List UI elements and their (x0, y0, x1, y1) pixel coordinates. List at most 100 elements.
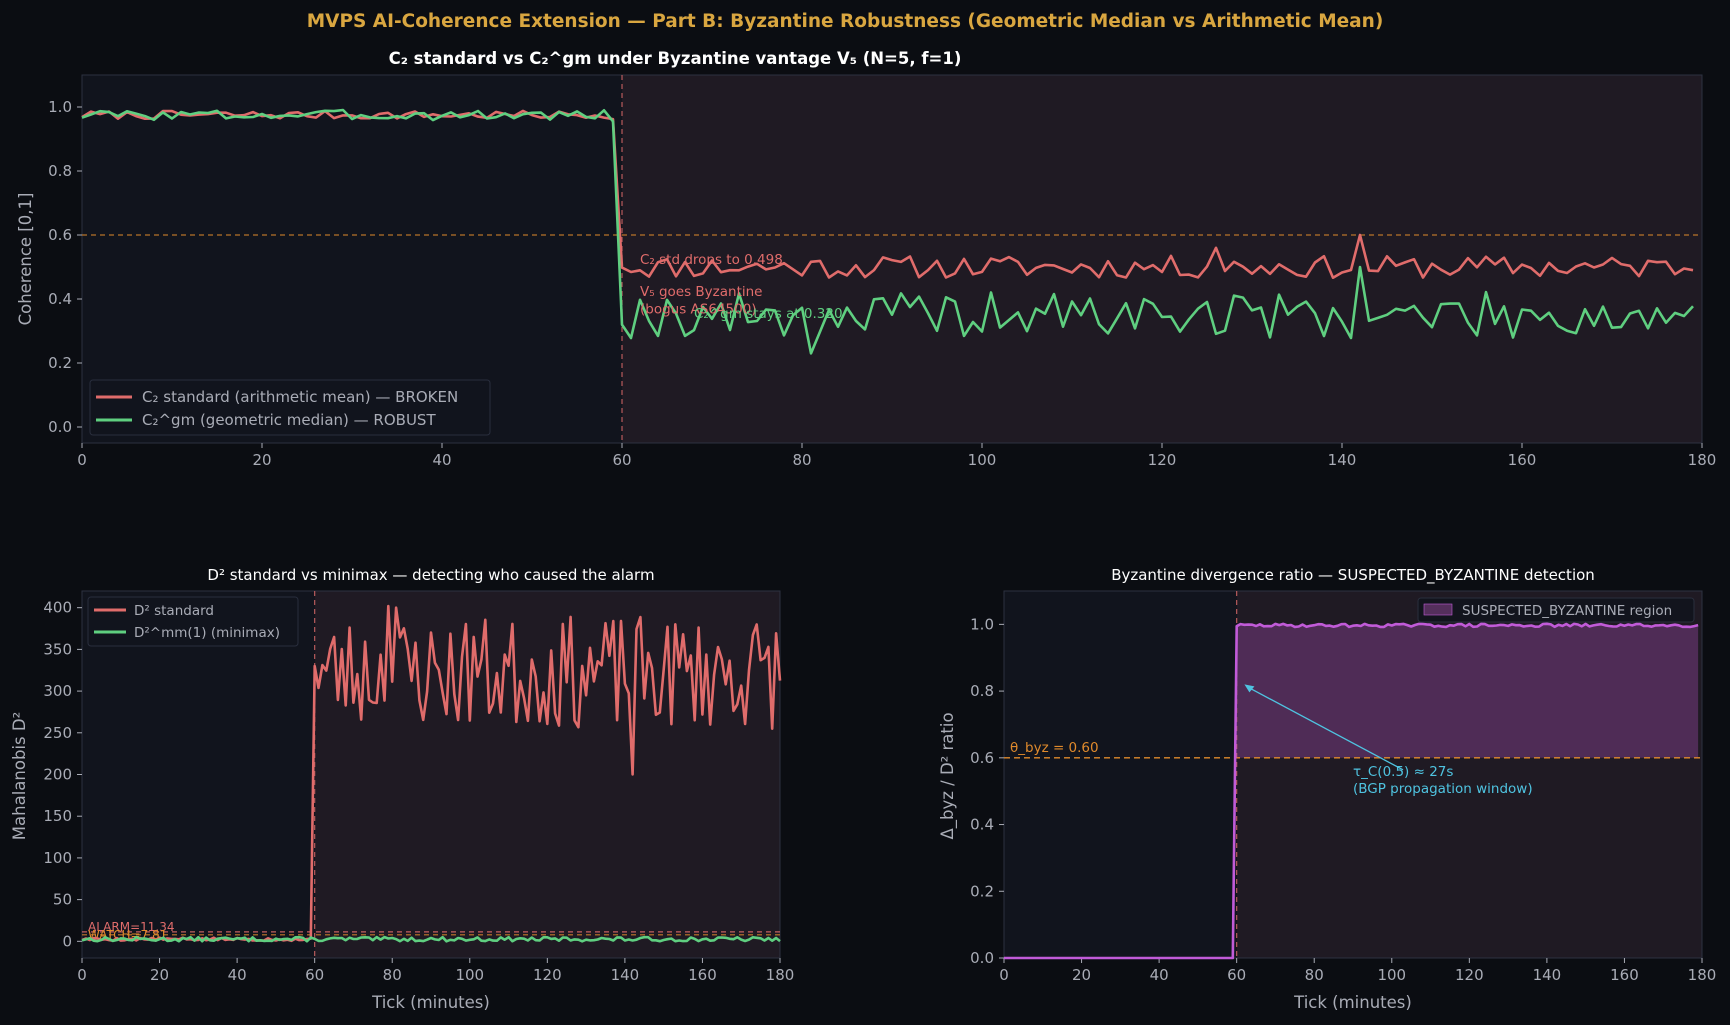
x-tick-label: 120 (1148, 451, 1177, 469)
x-tick-label: 20 (1072, 966, 1091, 984)
x-tick-label: 40 (228, 966, 247, 984)
x-tick-label: 140 (1328, 451, 1357, 469)
chart-bottom-left: D² standard vs minimax — detecting who c… (10, 566, 794, 1012)
annotation-label: (BGP propagation window) (1353, 781, 1533, 797)
x-tick-label: 160 (688, 966, 717, 984)
chart-top-plot-area: 0 20 40 60 80 100 120 140 160 180 0.0 0.2 0.4 0.6 0.8 1… (48, 74, 1717, 469)
y-tick-label: 0.8 (48, 162, 72, 180)
legend: SUSPECTED_BYZANTINE region (1417, 597, 1695, 623)
annotation-label: τ_C(0.5) ≈ 27s (1353, 764, 1453, 780)
x-tick-label: 120 (1455, 966, 1484, 984)
suspected-byzantine-region (1236, 623, 1699, 758)
chart-bottom-left-plot-area: 0 20 40 60 80 100 120 140 160 180 0 50 100 150 200 250 3… (43, 590, 795, 984)
y-tick-label: 0 (62, 932, 72, 950)
y-tick-label: 300 (43, 682, 72, 700)
x-tick-label: 160 (1610, 966, 1639, 984)
series-line-d2-minimax (81, 935, 781, 943)
x-tick-label: 80 (383, 966, 402, 984)
x-tick-label: 0 (77, 451, 87, 469)
chart-bottom-right: Byzantine divergence ratio — SUSPECTED_B… (938, 566, 1716, 1012)
x-tick-label: 120 (533, 966, 562, 984)
legend-label: SUSPECTED_BYZANTINE region (1462, 603, 1672, 619)
x-tick-label: 40 (432, 451, 451, 469)
x-tick-label: 0 (999, 966, 1009, 984)
x-tick-label: 80 (792, 451, 811, 469)
y-tick-label: 0.0 (970, 949, 994, 967)
y-tick-label: 400 (43, 599, 72, 617)
post-event-region (622, 75, 1702, 443)
x-tick-label: 60 (305, 966, 324, 984)
legend-label: D²^mm(1) (minimax) (134, 625, 280, 641)
chart-bottom-right-plot-area: 0 20 40 60 80 100 120 140 160 180 0.0 0.2 0.4 0.6 0.8 1… (970, 590, 1717, 984)
x-tick-label: 60 (612, 451, 631, 469)
x-tick-label: 180 (766, 966, 795, 984)
chart-bottom-left-xlabel: Tick (minutes) (371, 993, 490, 1012)
annotation-label: V₅ goes Byzantine (640, 284, 762, 300)
legend-swatch (1423, 603, 1453, 616)
y-tick-label: 0.4 (48, 290, 72, 308)
x-tick-label: 160 (1508, 451, 1537, 469)
x-tick-label: 140 (611, 966, 640, 984)
series-line-d2-standard (81, 604, 782, 943)
y-tick-label: 0.4 (970, 816, 994, 834)
y-tick-label: 0.2 (970, 882, 994, 900)
y-tick-label: 1.0 (970, 615, 994, 633)
annotation-label: C₂ std drops to 0.498 (640, 252, 783, 268)
y-tick-label: 1.0 (48, 98, 72, 116)
x-tick-label: 20 (150, 966, 169, 984)
legend-label: D² standard (134, 603, 214, 619)
x-tick-label: 180 (1688, 966, 1717, 984)
threshold-label: θ_byz = 0.60 (1010, 740, 1099, 756)
y-tick-label: 150 (43, 807, 72, 825)
legend-box (89, 379, 491, 436)
series-line-divergence-ratio (1004, 622, 1699, 960)
x-tick-label: 180 (1688, 451, 1717, 469)
pre-event-region (82, 591, 315, 958)
chart-bottom-left-title: D² standard vs minimax — detecting who c… (207, 566, 654, 584)
y-tick-label: 200 (43, 766, 72, 784)
chart-bottom-right-xlabel: Tick (minutes) (1293, 993, 1412, 1012)
legend-box (87, 596, 299, 647)
x-tick-label: 140 (1533, 966, 1562, 984)
chart-bottom-right-title: Byzantine divergence ratio — SUSPECTED_B… (1111, 566, 1595, 585)
x-tick-label: 100 (968, 451, 997, 469)
annotation-label: (bogus AS64500) (640, 301, 757, 317)
y-tick-label: 100 (43, 849, 72, 867)
series-line-c2-standard (81, 109, 1694, 279)
x-tick-label: 100 (1377, 966, 1406, 984)
legend-label: C₂ standard (arithmetic mean) — BROKEN (142, 388, 458, 406)
plot-frame (1003, 590, 1703, 959)
x-tick-label: 40 (1150, 966, 1169, 984)
pre-event-region (1004, 591, 1237, 958)
y-tick-label: 0.0 (48, 418, 72, 436)
legend: D² standard D²^mm(1) (minimax) (87, 596, 299, 647)
legend-box (1417, 597, 1695, 623)
x-tick-label: 100 (455, 966, 484, 984)
x-tick-label: 60 (1227, 966, 1246, 984)
x-tick-label: 20 (252, 451, 271, 469)
series-line-c2-gm (81, 108, 1694, 355)
y-tick-label: 350 (43, 640, 72, 658)
y-tick-label: 0.6 (48, 226, 72, 244)
y-tick-label: 0.6 (970, 749, 994, 767)
y-tick-label: 0.2 (48, 354, 72, 372)
threshold-label: ALARM=11.34 (88, 920, 174, 934)
chart-top-title: C₂ standard vs C₂^gm under Byzantine van… (389, 49, 962, 68)
x-tick-label: 0 (77, 966, 87, 984)
annotation-arrowhead (1244, 684, 1255, 693)
legend: C₂ standard (arithmetic mean) — BROKEN C₂… (89, 379, 491, 436)
annotation-arrow (1248, 686, 1404, 771)
chart-bottom-left-ylabel: Mahalanobis D² (10, 712, 29, 840)
post-event-region (314, 591, 780, 958)
legend-label: C₂^gm (geometric median) — ROBUST (142, 411, 436, 429)
chart-top: C₂ standard vs C₂^gm under Byzantine van… (16, 49, 1716, 469)
plot-frame (81, 74, 1703, 444)
y-tick-label: 250 (43, 724, 72, 742)
chart-bottom-right-ylabel: Δ_byz / D² ratio (938, 712, 958, 839)
x-tick-label: 80 (1305, 966, 1324, 984)
y-tick-label: 50 (53, 891, 72, 909)
y-tick-label: 0.8 (970, 682, 994, 700)
annotation-label: C₂^gm stays at 0.320 (694, 306, 843, 322)
figure-suptitle: MVPS AI-Coherence Extension — Part B: By… (307, 11, 1384, 32)
